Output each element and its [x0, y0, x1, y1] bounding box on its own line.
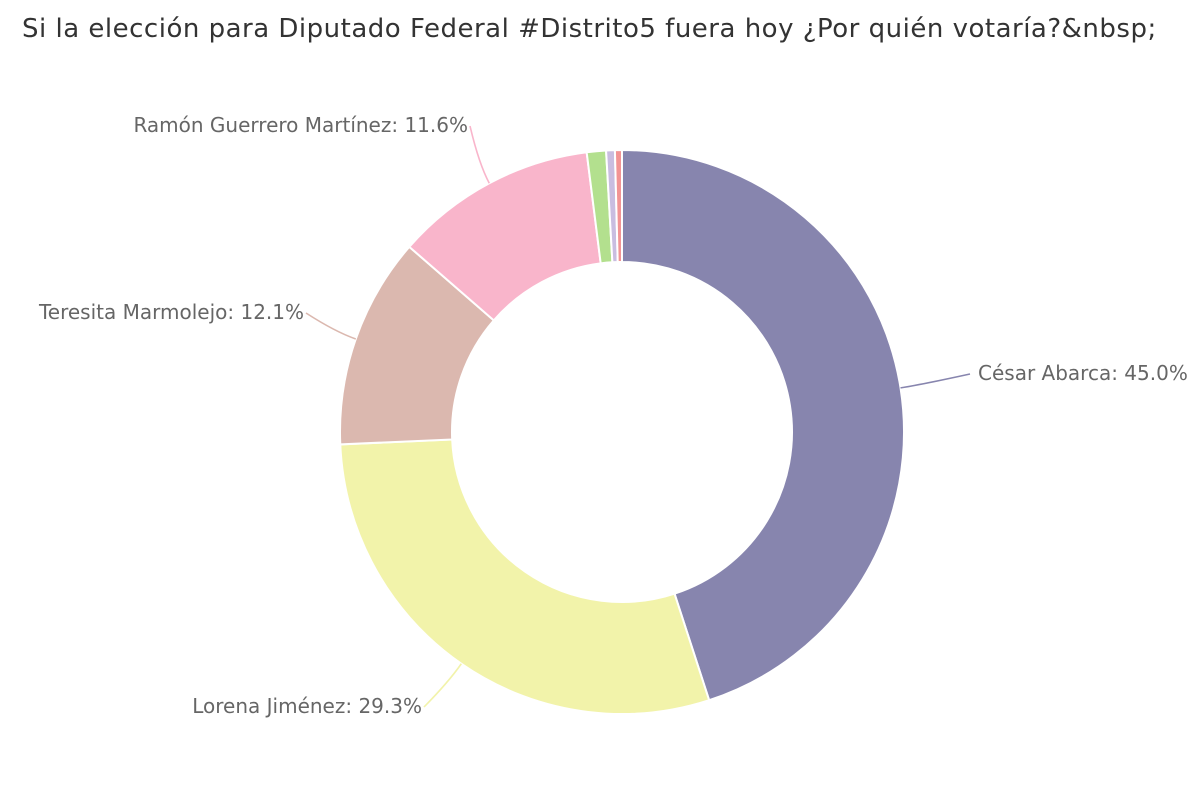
label-connector [469, 125, 490, 184]
label-connector [305, 312, 357, 340]
label-connector [900, 373, 971, 389]
data-label: Lorena Jiménez: 29.3% [192, 694, 422, 718]
slice-unlabeled-6[interactable] [613, 148, 623, 264]
data-label: Ramón Guerrero Martínez: 11.6% [133, 113, 468, 137]
slices-layer [339, 148, 905, 715]
slice-lorena-jim-nez[interactable] [339, 438, 711, 715]
data-label: Teresita Marmolejo: 12.1% [38, 300, 304, 324]
labels-layer: César Abarca: 45.0% Lorena Jiménez: 29.3%… [38, 113, 1188, 718]
label-connector [423, 663, 462, 708]
slice-c-sar-abarca[interactable] [621, 148, 905, 702]
data-label: César Abarca: 45.0% [978, 361, 1188, 385]
chart-title: Si la elección para Diputado Federal #Di… [22, 14, 1157, 44]
